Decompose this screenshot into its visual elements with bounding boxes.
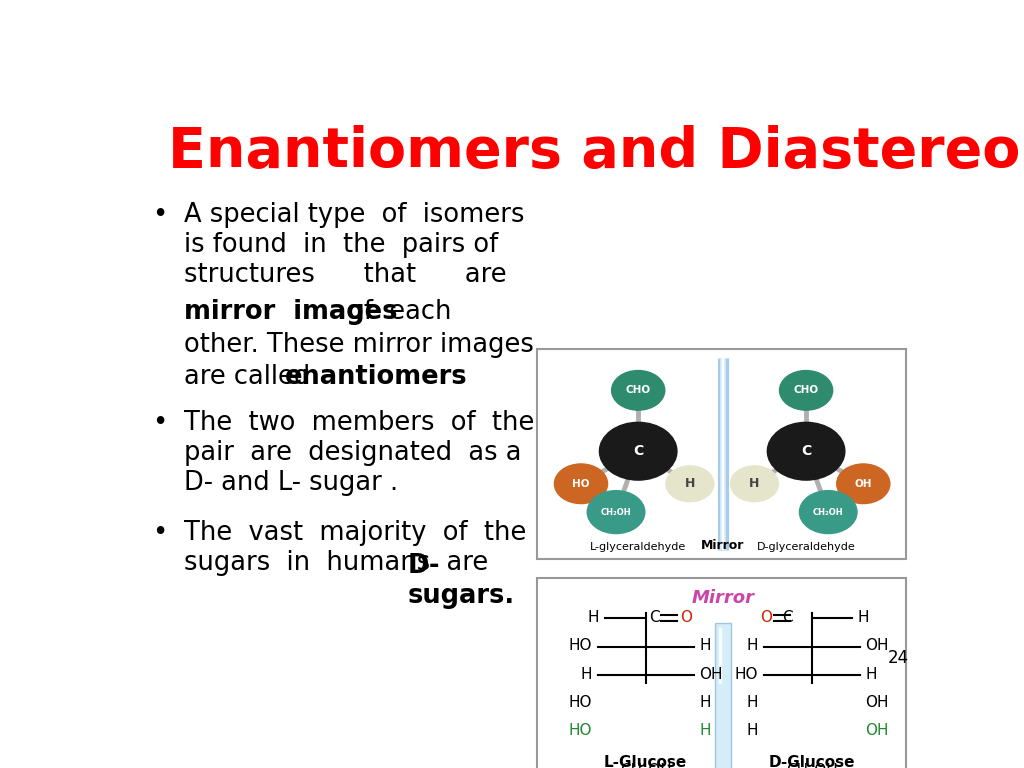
Text: The  two  members  of  the
pair  are  designated  as a
D- and L- sugar .: The two members of the pair are designat… [183, 409, 534, 495]
Text: 24: 24 [888, 649, 909, 667]
Text: of  each: of each [340, 300, 452, 325]
Text: CH₂OH: CH₂OH [813, 508, 844, 517]
Circle shape [611, 370, 665, 410]
Circle shape [587, 491, 645, 534]
Text: O: O [760, 610, 772, 625]
Circle shape [599, 422, 677, 480]
Text: CHO: CHO [626, 386, 650, 396]
FancyBboxPatch shape [537, 578, 905, 768]
Text: HO: HO [572, 478, 590, 488]
Text: Mirror: Mirror [691, 589, 755, 607]
Text: C: C [633, 444, 643, 458]
Text: H: H [746, 638, 758, 653]
Text: H: H [581, 667, 592, 681]
Text: OH: OH [855, 478, 872, 488]
Text: HO: HO [568, 638, 592, 653]
Text: H: H [699, 638, 711, 653]
Text: H: H [746, 723, 758, 738]
Text: CHO: CHO [794, 386, 818, 396]
Text: •: • [152, 201, 167, 227]
Text: Mirror: Mirror [701, 539, 744, 552]
Text: OH: OH [865, 695, 889, 710]
Text: L-Glucose: L-Glucose [604, 756, 687, 768]
Text: H: H [685, 477, 695, 490]
Text: other. These mirror images: other. These mirror images [183, 332, 534, 358]
Text: H: H [750, 477, 760, 490]
Text: are called: are called [183, 364, 317, 390]
Text: HO: HO [568, 695, 592, 710]
Circle shape [730, 466, 778, 502]
Text: C: C [782, 610, 793, 625]
Text: enantiomers: enantiomers [285, 364, 468, 390]
Text: H: H [865, 667, 877, 681]
Text: OH: OH [865, 638, 889, 653]
Text: D-Glucose: D-Glucose [768, 756, 855, 768]
Text: Enantiomers and Diastereomers: Enantiomers and Diastereomers [168, 124, 1024, 179]
Circle shape [837, 464, 890, 504]
Text: •: • [152, 409, 167, 435]
Circle shape [767, 422, 845, 480]
Text: HO: HO [734, 667, 758, 681]
Circle shape [800, 491, 857, 534]
Text: C: C [801, 444, 811, 458]
Text: H: H [699, 695, 711, 710]
Text: mirror  images: mirror images [183, 300, 397, 325]
Text: A special type  of  isomers
is found  in  the  pairs of
structures      that    : A special type of isomers is found in th… [183, 201, 524, 287]
Text: •: • [152, 520, 167, 546]
Text: H: H [746, 695, 758, 710]
Circle shape [554, 464, 607, 504]
Text: H: H [858, 610, 869, 625]
Text: The  vast  majority  of  the
sugars  in  humans  are: The vast majority of the sugars in human… [183, 520, 526, 576]
Text: D-
sugars.: D- sugars. [408, 553, 514, 609]
Text: L-glyceraldehyde: L-glyceraldehyde [590, 542, 686, 552]
Text: CH₂OH: CH₂OH [785, 763, 838, 768]
Text: D-glyceraldehyde: D-glyceraldehyde [757, 542, 855, 552]
Text: H: H [588, 610, 599, 625]
Text: O: O [680, 610, 691, 625]
Text: C: C [649, 610, 659, 625]
FancyBboxPatch shape [537, 349, 905, 559]
Circle shape [666, 466, 714, 502]
Text: OH: OH [699, 667, 723, 681]
Text: H: H [699, 723, 711, 738]
Text: OH: OH [865, 723, 889, 738]
FancyBboxPatch shape [715, 623, 731, 768]
Text: CH₂OH: CH₂OH [601, 508, 632, 517]
Text: HO: HO [568, 723, 592, 738]
Text: .: . [404, 364, 413, 390]
Circle shape [779, 370, 833, 410]
Text: CH₂OH: CH₂OH [620, 763, 672, 768]
